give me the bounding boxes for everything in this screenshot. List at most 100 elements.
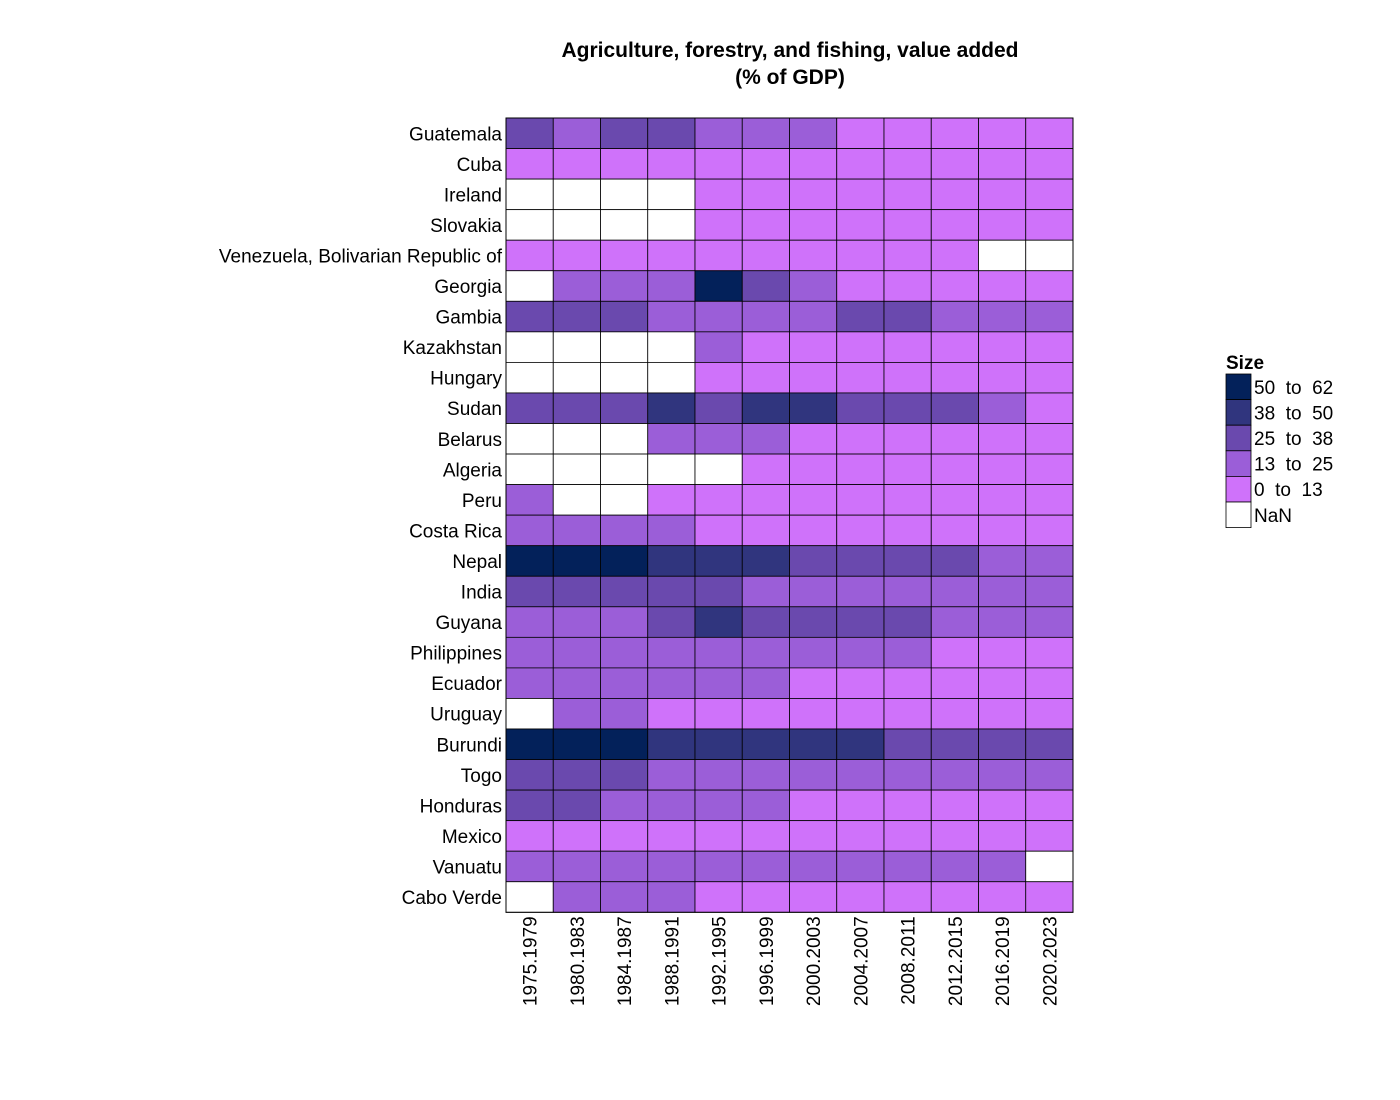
heatmap-cell [600, 789, 649, 822]
heatmap-cell [694, 698, 743, 730]
heatmap-cell [883, 270, 932, 302]
row-label: Cuba [457, 155, 503, 176]
heatmap-cell [552, 239, 601, 272]
heatmap-cell [694, 423, 743, 455]
heatmap-cells [505, 117, 1074, 913]
heatmap-cell [600, 178, 649, 211]
heatmap-cell [1025, 667, 1074, 699]
heatmap-cell [930, 331, 979, 363]
row-label: Georgia [434, 277, 502, 298]
heatmap-cell [552, 636, 601, 669]
heatmap-cell [505, 453, 554, 485]
row-label: Slovakia [430, 216, 502, 237]
heatmap-cell [647, 514, 696, 547]
heatmap-cell [741, 270, 790, 302]
heatmap-cell [647, 423, 696, 455]
heatmap-cell [789, 667, 838, 699]
heatmap-cell [600, 484, 649, 516]
heatmap-cell [552, 484, 601, 516]
heatmap-cell [741, 789, 790, 822]
heatmap-cell [978, 728, 1027, 760]
heatmap-cell [789, 423, 838, 455]
heatmap-cell [978, 178, 1027, 211]
heatmap-cell [978, 300, 1027, 333]
heatmap-cell [647, 850, 696, 883]
heatmap-cell [930, 300, 979, 333]
heatmap-cell [552, 361, 601, 394]
heatmap-cell [789, 361, 838, 394]
heatmap-cell [694, 759, 743, 791]
heatmap-cell [789, 331, 838, 363]
heatmap-cell [741, 209, 790, 241]
row-label: Algeria [443, 460, 503, 481]
column-label: 2008.2011 [899, 916, 920, 1004]
heatmap-cell [836, 514, 885, 547]
heatmap-cell [1025, 209, 1074, 241]
heatmap-cell [930, 148, 979, 180]
heatmap-cell [930, 178, 979, 211]
heatmap-cell [883, 484, 932, 516]
heatmap-cell [836, 606, 885, 638]
heatmap-cell [789, 239, 838, 272]
heatmap-cell [978, 148, 1027, 180]
heatmap-cell [978, 117, 1027, 149]
heatmap-cell [883, 820, 932, 852]
row-label: Costa Rica [409, 521, 502, 542]
heatmap-cell [883, 759, 932, 791]
row-label: Guatemala [409, 124, 502, 145]
heatmap-cell [741, 850, 790, 883]
heatmap-cell [600, 423, 649, 455]
heatmap-cell [647, 209, 696, 241]
column-label: 1984.1987 [615, 916, 636, 1006]
heatmap-cell [978, 575, 1027, 608]
heatmap-cell [694, 667, 743, 699]
heatmap-cell [1025, 575, 1074, 608]
legend-title: Size [1226, 353, 1264, 374]
heatmap-cell [552, 270, 601, 302]
heatmap-cell [600, 514, 649, 547]
heatmap-cell [552, 820, 601, 852]
heatmap-cell [978, 636, 1027, 669]
heatmap-cell [883, 789, 932, 822]
heatmap-cell [836, 239, 885, 272]
heatmap-cell [883, 636, 932, 669]
heatmap-cell [505, 759, 554, 791]
heatmap-cell [789, 698, 838, 730]
heatmap-cell [741, 698, 790, 730]
legend-label: 50 to 62 [1254, 378, 1333, 399]
heatmap-cell [789, 575, 838, 608]
heatmap-cell [789, 484, 838, 516]
heatmap-cell [505, 392, 554, 424]
heatmap-cell [789, 636, 838, 669]
heatmap-cell [836, 636, 885, 669]
heatmap-cell [883, 361, 932, 394]
heatmap-cell [1025, 850, 1074, 883]
column-label: 1980.1983 [568, 916, 589, 1006]
legend-swatch [1225, 373, 1252, 401]
row-label: Burundi [437, 735, 503, 756]
heatmap-cell [505, 575, 554, 608]
legend-swatch [1225, 399, 1252, 426]
heatmap-cell [1025, 178, 1074, 211]
heatmap-cell [789, 514, 838, 547]
heatmap-cell [647, 331, 696, 363]
legend-label: 38 to 50 [1254, 403, 1333, 424]
heatmap-cell [694, 209, 743, 241]
heatmap-cell [600, 361, 649, 394]
heatmap-cell [552, 209, 601, 241]
heatmap-cell [694, 820, 743, 852]
heatmap-cell [694, 331, 743, 363]
heatmap-cell [552, 606, 601, 638]
row-label: Cabo Verde [402, 888, 502, 909]
heatmap-cell [930, 881, 979, 913]
heatmap-cell [552, 881, 601, 913]
heatmap-cell [647, 300, 696, 333]
heatmap-cell [978, 667, 1027, 699]
heatmap-cell [647, 148, 696, 180]
heatmap-cell [883, 117, 932, 149]
heatmap-cell [694, 270, 743, 302]
heatmap-cell [505, 270, 554, 302]
heatmap-cell [978, 423, 1027, 455]
heatmap-cell [552, 392, 601, 424]
